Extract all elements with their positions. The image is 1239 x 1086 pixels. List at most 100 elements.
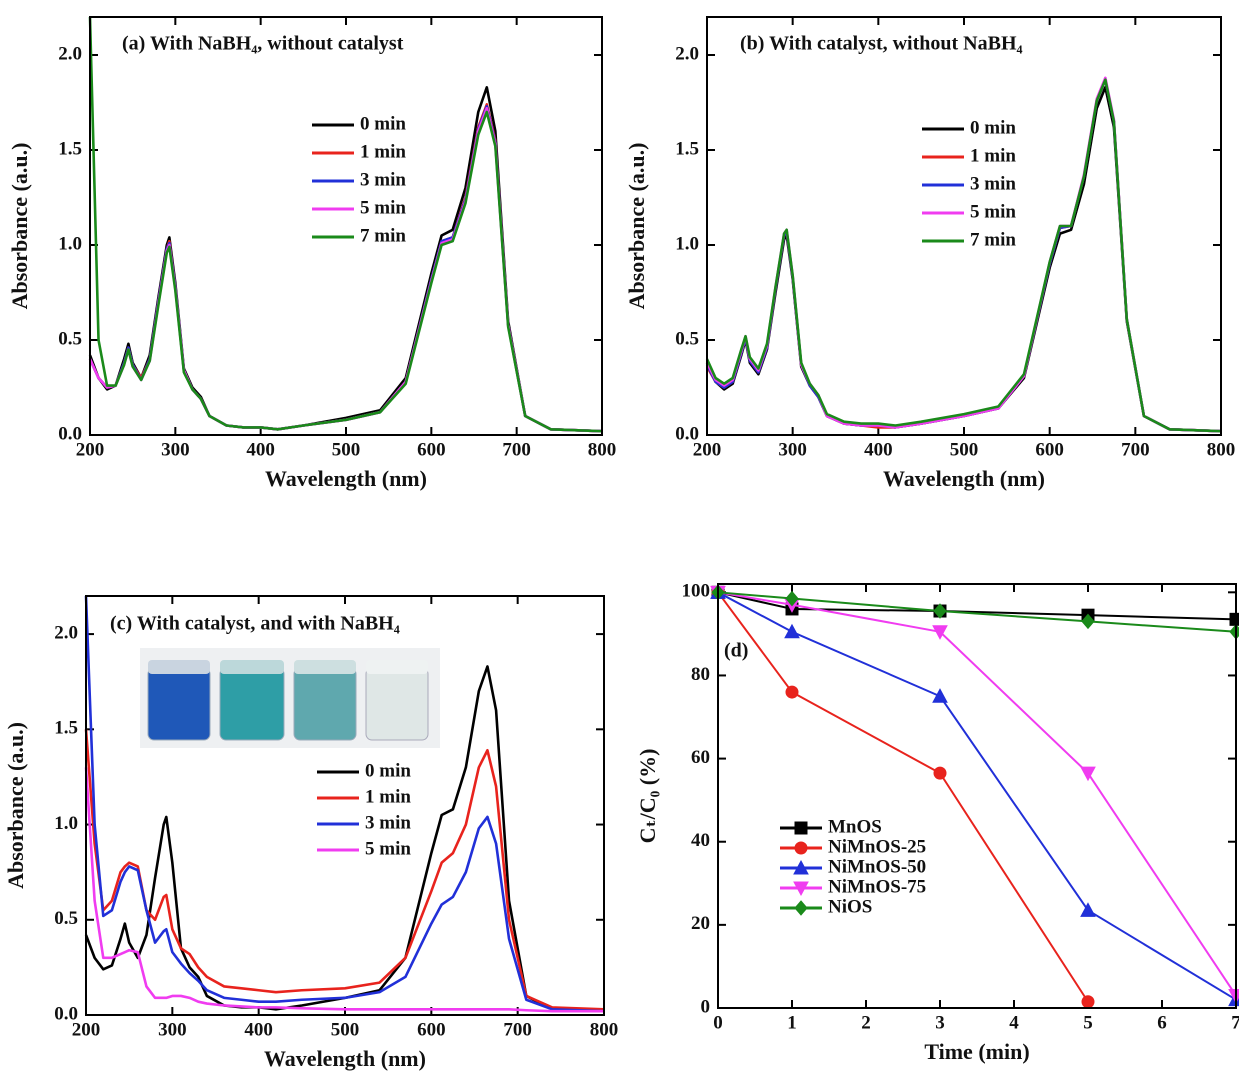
y-tick-label: 60: [691, 747, 710, 768]
legend-label: 0 min: [365, 760, 411, 781]
x-tick-label: 700: [502, 439, 531, 460]
series-line: [705, 86, 1222, 433]
y-tick-label: 2.0: [58, 43, 82, 64]
marker: [1080, 902, 1096, 917]
x-tick-label: 400: [244, 1019, 273, 1040]
x-tick-label: 500: [331, 1019, 360, 1040]
legend-marker: [793, 881, 809, 897]
series-line: [84, 595, 605, 1013]
y-tick-label: 0.0: [58, 423, 82, 444]
x-tick-label: 6: [1157, 1012, 1167, 1033]
series-line: [84, 767, 604, 1013]
marker: [1080, 766, 1096, 782]
x-tick-label: 0: [713, 1012, 723, 1033]
x-tick-label: 800: [590, 1019, 619, 1040]
x-tick-label: 600: [417, 1019, 446, 1040]
x-tick-label: 200: [693, 439, 722, 460]
series-line: [705, 78, 1222, 433]
panel-title: (c) With catalyst, and with NaBH₄: [110, 613, 400, 635]
marker: [785, 685, 799, 699]
y-axis-title: Cₜ/C₀ (%): [635, 749, 660, 844]
x-tick-label: 500: [950, 439, 979, 460]
beaker-rim: [366, 660, 428, 674]
series-line: [705, 78, 1222, 433]
marker: [1081, 613, 1095, 630]
y-axis-title: Absorbance (a.u.): [3, 722, 28, 889]
y-tick-label: 100: [682, 581, 711, 602]
legend-label: NiMnOS-25: [828, 836, 926, 857]
x-tick-label: 1: [787, 1012, 797, 1033]
y-tick-label: 0: [701, 996, 711, 1017]
panel-title: (d): [724, 640, 748, 662]
series-line: [88, 105, 603, 433]
beaker-rim: [294, 660, 356, 674]
marker: [932, 688, 948, 703]
y-tick-label: 0.5: [675, 328, 699, 349]
y-tick-label: 0.5: [54, 908, 78, 929]
legend-label: 3 min: [360, 169, 406, 190]
y-tick-label: 20: [691, 913, 710, 934]
marker: [1081, 995, 1095, 1009]
x-tick-label: 300: [778, 439, 807, 460]
x-tick-label: 800: [588, 439, 617, 460]
x-tick-label: 300: [158, 1019, 187, 1040]
x-tick-label: 2: [861, 1012, 871, 1033]
beaker: [365, 667, 429, 741]
x-tick-label: 200: [72, 1019, 101, 1040]
legend-label: NiOS: [828, 896, 872, 917]
y-tick-label: 40: [691, 830, 710, 851]
y-tick-label: 1.0: [58, 233, 82, 254]
legend-label: 5 min: [365, 838, 411, 859]
legend-label: 0 min: [970, 117, 1016, 138]
legend-label: 1 min: [360, 141, 406, 162]
x-tick-label: 400: [246, 439, 275, 460]
marker: [784, 623, 800, 639]
y-tick-label: 1.5: [58, 138, 82, 159]
x-tick-label: 4: [1009, 1012, 1019, 1033]
legend-label: 1 min: [970, 145, 1016, 166]
legend-label: NiMnOS-75: [828, 876, 926, 897]
x-axis-title: Time (min): [924, 1039, 1029, 1064]
series-line: [717, 591, 1089, 1003]
legend-marker: [794, 900, 808, 916]
series-line: [88, 106, 603, 433]
plot-frame: [89, 16, 603, 436]
legend-label: 5 min: [360, 197, 406, 218]
y-tick-label: 1.0: [54, 813, 78, 834]
y-tick-label: 0.5: [58, 328, 82, 349]
y-tick-label: 0.0: [54, 1003, 78, 1024]
panel-title: (a) With NaBH₄, without catalyst: [122, 33, 404, 55]
x-tick-label: 400: [864, 439, 893, 460]
x-axis-title: Wavelength (nm): [264, 1046, 426, 1071]
x-axis-title: Wavelength (nm): [265, 466, 427, 491]
legend-label: 7 min: [360, 225, 406, 246]
beaker-rim: [220, 660, 284, 674]
legend-label: NiMnOS-50: [828, 856, 926, 877]
panel-title: (b) With catalyst, without NaBH₄: [740, 33, 1023, 55]
marker: [1229, 624, 1239, 640]
beaker: [293, 667, 357, 741]
x-tick-label: 5: [1083, 1012, 1093, 1033]
y-tick-label: 1.5: [675, 138, 699, 159]
legend-label: MnOS: [828, 816, 882, 837]
series-line: [717, 591, 1237, 997]
plot-frame: [706, 16, 1222, 436]
plot-frame: [85, 595, 605, 1016]
y-tick-label: 2.0: [54, 622, 78, 643]
legend-label: 0 min: [360, 113, 406, 134]
beaker: [147, 667, 211, 741]
y-axis-title: Absorbance (a.u.): [624, 143, 649, 310]
marker: [932, 625, 948, 640]
x-axis-title: Wavelength (nm): [883, 466, 1045, 491]
y-tick-label: 1.5: [54, 718, 78, 739]
marker: [785, 590, 799, 607]
plot-frame: [717, 583, 1237, 1009]
legend-label: 3 min: [365, 812, 411, 833]
legend-label: 7 min: [970, 229, 1016, 250]
x-tick-label: 800: [1207, 439, 1236, 460]
y-axis-title: Absorbance (a.u.): [7, 143, 32, 310]
beaker: [219, 667, 285, 741]
inset-photo: [140, 648, 440, 748]
legend-label: 5 min: [970, 201, 1016, 222]
x-tick-label: 600: [417, 439, 446, 460]
